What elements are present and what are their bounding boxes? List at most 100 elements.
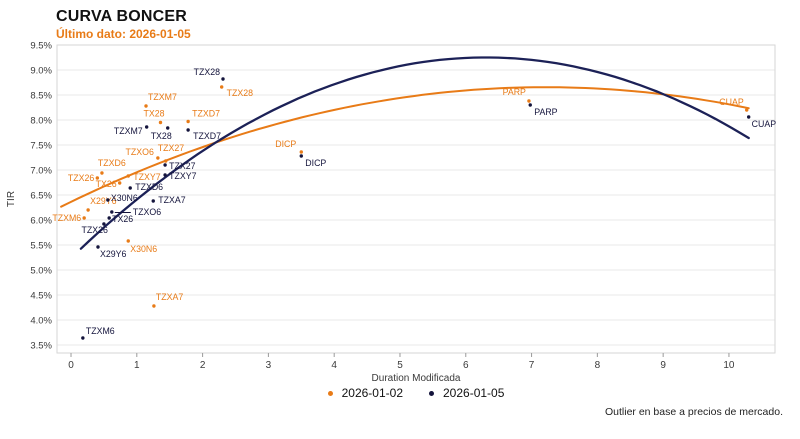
point-label-TX26: TX26 (112, 214, 133, 224)
x-tick-label: 8 (595, 360, 601, 371)
data-point-TZXD6 (100, 171, 104, 175)
point-label-CUAP: CUAP (719, 97, 744, 107)
data-point-TX26 (107, 216, 111, 220)
point-label-TZX28: TZX28 (227, 88, 254, 98)
y-tick-label: 3.5% (30, 341, 52, 352)
legend-marker-icon (327, 390, 333, 396)
point-label-TZXD7: TZXD7 (193, 131, 221, 141)
data-point-TZX27 (163, 163, 167, 167)
data-point-TZXM7 (144, 104, 148, 108)
point-label-TZXD6: TZXD6 (98, 158, 126, 168)
x-tick-label: 10 (723, 360, 735, 371)
data-point-CUAP (745, 108, 749, 112)
y-tick-label: 8.5% (30, 91, 52, 102)
data-point-TZXM7 (144, 125, 149, 129)
plot-border (56, 44, 776, 354)
point-label-TZXD6: TZXD6 (135, 182, 163, 192)
legend-label: 2026-01-02 (341, 386, 403, 400)
point-label-TZXM7: TZXM7 (114, 126, 143, 136)
point-label-TZXY7: TZXY7 (133, 172, 160, 182)
data-point-PARP (528, 103, 532, 107)
data-point-TX26 (118, 181, 122, 185)
y-tick-label: 6.5% (30, 191, 52, 202)
data-point-TZX26 (95, 176, 100, 180)
point-label-DICP: DICP (305, 158, 326, 168)
y-tick-label: 8.0% (30, 116, 52, 127)
x-tick-label: 9 (660, 360, 666, 371)
data-point-X30N6 (126, 239, 130, 243)
chart-subtitle: Último dato: 2026-01-05 (56, 27, 191, 41)
data-point-TX28 (166, 126, 170, 130)
point-label-TZXM6: TZXM6 (86, 326, 115, 336)
x-tick-label: 3 (266, 360, 272, 371)
point-label-TZXO6: TZXO6 (133, 207, 161, 217)
point-label-X29Y6: X29Y6 (90, 196, 117, 206)
y-tick-label: 4.0% (30, 316, 52, 327)
fit-curve-2026-01-02 (60, 86, 750, 208)
data-point-TZX28 (221, 77, 225, 81)
data-point-TZXO6 (110, 210, 114, 214)
data-point-TZXM6 (81, 336, 85, 340)
point-label-TZXA7: TZXA7 (158, 195, 185, 205)
data-point-TZXA7 (151, 199, 155, 203)
point-label-X30N6: X30N6 (111, 193, 138, 203)
data-point-X29Y6 (96, 245, 100, 249)
point-label-TZXM6: TZXM6 (52, 213, 81, 223)
y-tick-label: 5.5% (30, 241, 52, 252)
data-point-TZX27 (164, 159, 168, 163)
outlier-note: Outlier en base a precios de mercado. (604, 406, 783, 418)
data-point-DICP (299, 150, 303, 154)
data-point-TZXD6 (128, 186, 132, 190)
x-tick-label: 1 (134, 360, 140, 371)
point-label-X29Y6: X29Y6 (100, 249, 127, 259)
data-point-TX28 (158, 120, 163, 125)
data-point-X29Y6 (86, 208, 90, 212)
y-axis-title: TIR (6, 191, 17, 207)
x-axis-title: Duration Modificada (372, 373, 461, 384)
data-point-CUAP (746, 115, 751, 119)
x-tick-label: 7 (529, 360, 535, 371)
y-tick-label: 7.0% (30, 166, 52, 177)
y-tick-label: 7.5% (30, 141, 52, 152)
legend-item-2026-01-05[interactable]: 2026-01-05 (429, 386, 504, 400)
point-label-TZX26: TZX26 (68, 173, 95, 183)
point-label-TZX27: TZX27 (169, 161, 196, 171)
data-point-TZXD7 (186, 119, 190, 124)
data-point-DICP (299, 154, 303, 158)
y-tick-label: 6.0% (30, 216, 52, 227)
point-label-TZX27: TZX27 (158, 143, 185, 153)
x-tick-label: 0 (68, 360, 74, 371)
data-point-TZX28 (219, 85, 224, 89)
point-label-TX26: TX26 (96, 179, 117, 189)
point-label-TZXA7: TZXA7 (156, 292, 183, 302)
point-label-TZXY7: TZXY7 (169, 171, 196, 181)
point-label-PARP: PARP (534, 107, 557, 117)
legend-marker-icon (429, 390, 434, 396)
data-point-TZXD7 (186, 128, 190, 132)
data-point-TZXY7 (163, 173, 167, 177)
x-tick-label: 5 (397, 360, 403, 371)
point-label-TZXO6: TZXO6 (126, 147, 154, 157)
point-label-CUAP: CUAP (752, 119, 777, 129)
point-label-TZXD7: TZXD7 (192, 109, 220, 119)
y-tick-label: 9.0% (30, 66, 52, 77)
fit-curve-2026-01-05 (79, 56, 750, 250)
point-label-TZXM7: TZXM7 (148, 92, 177, 102)
data-point-PARP (527, 99, 531, 103)
data-point-TZXO6 (156, 156, 160, 160)
x-tick-label: 4 (331, 360, 337, 371)
legend-label: 2026-01-05 (443, 386, 505, 400)
y-tick-label: 9.5% (30, 41, 52, 52)
point-label-X30N6: X30N6 (130, 244, 157, 254)
point-label-TZX28: TZX28 (194, 67, 221, 77)
legend-item-2026-01-02[interactable]: 2026-01-02 (327, 386, 403, 400)
data-point-TZXM6 (82, 216, 86, 220)
data-point-TZX26 (102, 222, 106, 226)
point-label-PARP: PARP (503, 87, 526, 97)
x-tick-label: 2 (200, 360, 206, 371)
point-label-TZX26: TZX26 (82, 225, 109, 235)
point-label-TX28: TX28 (143, 109, 164, 119)
y-tick-label: 4.5% (30, 291, 52, 302)
